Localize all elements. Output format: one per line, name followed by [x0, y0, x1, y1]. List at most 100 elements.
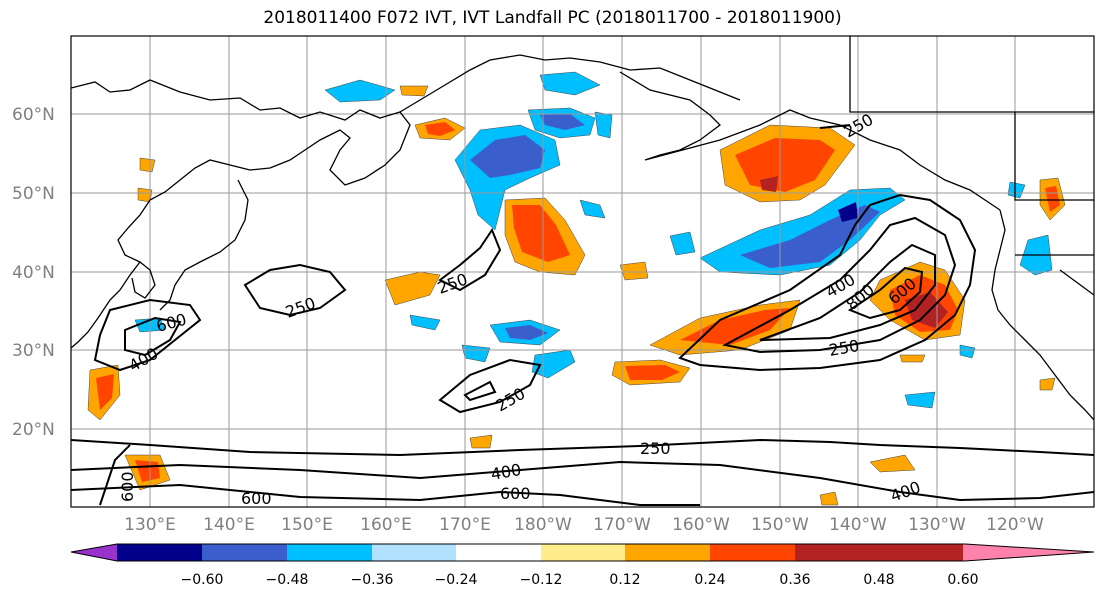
colorbar: −0.60 −0.48 −0.36 −0.24 −0.12 0.12 0.24 … — [70, 543, 1095, 588]
map-title: 2018011400 F072 IVT, IVT Landfall PC (20… — [263, 8, 842, 28]
ivt-contour-250 — [243, 263, 347, 317]
colorbar-cell — [541, 544, 625, 561]
contour-label: 600 — [241, 489, 272, 508]
negative-anomaly-patch — [904, 391, 936, 409]
negative-anomaly-patch — [594, 111, 613, 139]
lon-label: 150°W — [751, 515, 809, 535]
coastlines — [71, 36, 1094, 421]
colorbar-left-extend — [71, 544, 117, 561]
positive-anomaly-patch — [469, 434, 493, 449]
lon-label: 160°E — [360, 515, 412, 535]
contour-label: 600 — [118, 471, 137, 502]
ivt-contours — [71, 124, 1094, 506]
colorbar-cell — [372, 544, 456, 561]
alaska-coastline — [619, 71, 1001, 211]
negative-anomaly-patch — [470, 135, 545, 178]
ivt-contour-250 — [438, 358, 542, 414]
lat-label-30n: 30°N — [12, 341, 55, 361]
negative-anomaly-patch — [1007, 181, 1026, 199]
ivt-contour-250 — [438, 227, 502, 292]
negative-anomaly-patch — [461, 344, 491, 363]
negative-anomaly-patch — [324, 79, 396, 103]
lat-label-50n: 50°N — [12, 184, 55, 204]
positive-anomaly-patch — [619, 261, 649, 281]
positive-anomaly-patch — [899, 354, 926, 363]
positive-anomaly-patch — [819, 491, 839, 506]
kamchatka-coastline — [399, 54, 741, 113]
contour-label: 600 — [500, 484, 531, 503]
border-line — [849, 36, 1094, 296]
negative-anomaly-patch — [838, 202, 858, 222]
positive-anomaly-patch — [735, 138, 835, 192]
colorbar-cell — [710, 544, 795, 561]
lon-label: 130°W — [908, 515, 966, 535]
ivt-contour-400 — [71, 460, 1094, 502]
lon-label: 170°E — [439, 515, 491, 535]
colorbar-cell — [117, 544, 202, 561]
lon-label: 170°W — [593, 515, 651, 535]
positive-anomaly-patch — [869, 454, 916, 473]
lon-label: 140°W — [829, 515, 887, 535]
map-content: 250 250 250 250 250 250 400 400 400 400 … — [71, 36, 1094, 508]
lon-label: 160°W — [672, 515, 730, 535]
colorbar-tick-label: −0.12 — [520, 572, 563, 588]
graticule — [71, 36, 1094, 507]
positive-anomaly-patch — [512, 205, 570, 262]
colorbar-tick-label: −0.24 — [435, 572, 478, 588]
positive-anomaly-shading — [87, 85, 1066, 506]
north-america-coastline — [991, 209, 1094, 421]
colorbar-tick-label: −0.48 — [266, 572, 309, 588]
colorbar-tick-labels: −0.60 −0.48 −0.36 −0.24 −0.12 0.12 0.24 … — [181, 572, 979, 588]
contour-label: 600 — [154, 310, 188, 336]
negative-anomaly-patch — [505, 325, 548, 340]
colorbar-tick-label: 0.24 — [694, 572, 725, 588]
negative-anomaly-patch — [540, 114, 585, 130]
ivt-contour-250 — [71, 438, 1094, 457]
colorbar-cell — [795, 544, 879, 561]
longitude-labels: 130°E 140°E 150°E 160°E 170°E 180°W 170°… — [124, 515, 1044, 535]
korea-coastline — [131, 261, 156, 299]
lon-label: 130°E — [124, 515, 176, 535]
lon-label: 150°E — [281, 515, 333, 535]
ivt-contour-600 — [759, 243, 936, 341]
negative-anomaly-patch — [959, 344, 976, 359]
positive-anomaly-patch — [96, 374, 114, 410]
negative-anomaly-patch — [669, 231, 696, 256]
lon-label: 140°E — [203, 515, 255, 535]
ivt-contour-600 — [71, 483, 700, 506]
ivt-contour-250 — [678, 193, 977, 372]
colorbar-tick-label: 0.12 — [609, 572, 640, 588]
positive-anomaly-patch — [384, 271, 441, 306]
colorbar-cell — [456, 544, 541, 561]
negative-anomaly-patch — [579, 199, 606, 219]
ivt-contour-800 — [847, 266, 924, 320]
positive-anomaly-patch — [399, 85, 429, 97]
japan-coastline — [159, 179, 249, 311]
colorbar-cell — [625, 544, 710, 561]
colorbar-cells — [71, 544, 1094, 561]
ivt-contour-400 — [722, 216, 957, 354]
latitude-labels: 60°N 50°N 40°N 30°N 20°N — [12, 105, 55, 440]
lat-label-20n: 20°N — [12, 420, 55, 440]
contour-label: 250 — [827, 336, 860, 360]
lat-label-60n: 60°N — [12, 105, 55, 125]
colorbar-outline — [70, 543, 1095, 562]
colorbar-tick-label: 0.60 — [947, 572, 978, 588]
positive-anomaly-patch — [680, 308, 790, 345]
map-frame — [70, 35, 1095, 508]
ivt-contour-250 — [463, 380, 497, 402]
positive-anomaly-patch — [760, 176, 778, 192]
colorbar-tick-label: 0.48 — [863, 572, 894, 588]
lat-label-40n: 40°N — [12, 263, 55, 283]
positive-anomaly-patch — [425, 122, 455, 136]
asia-coastline — [71, 79, 411, 349]
colorbar-cell — [287, 544, 372, 561]
lon-label: 180°W — [514, 515, 572, 535]
negative-anomaly-patch — [409, 314, 441, 331]
anomaly-shading — [134, 71, 1053, 409]
ivt-contour-250 — [93, 298, 202, 372]
colorbar-cell — [202, 544, 287, 561]
contour-label: 250 — [283, 293, 318, 321]
colorbar-tick-label: −0.60 — [181, 572, 224, 588]
